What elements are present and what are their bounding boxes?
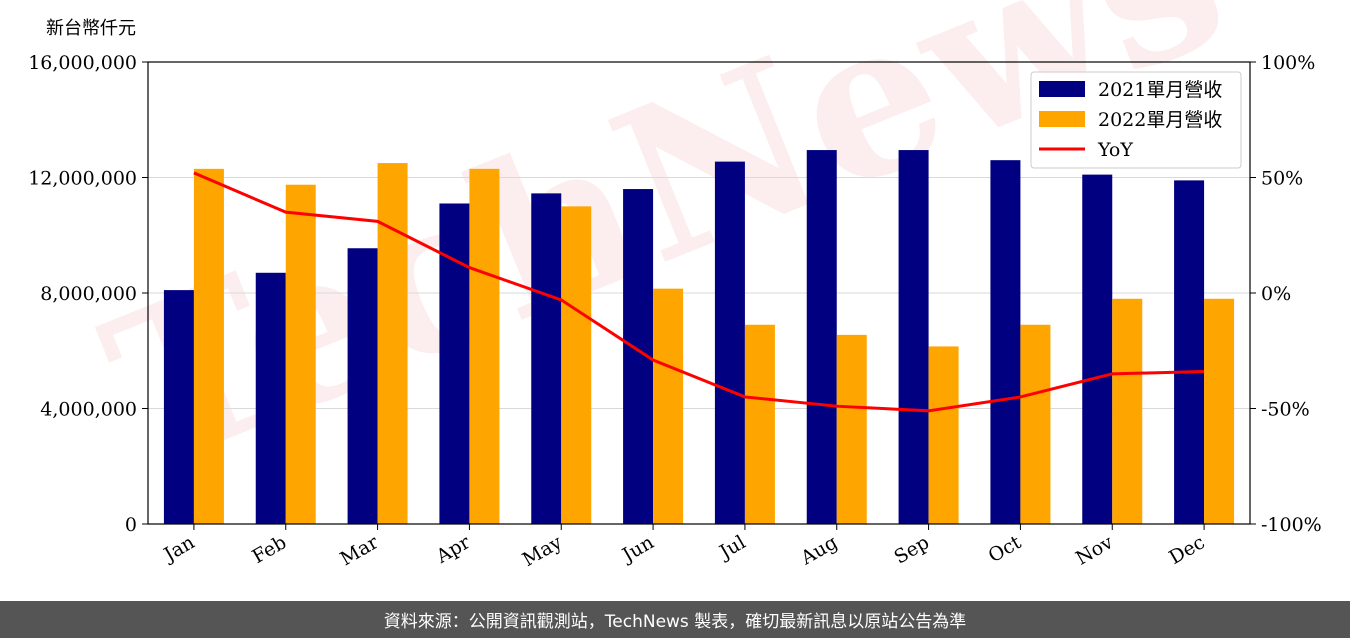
x-tick-label: Jun bbox=[617, 531, 658, 567]
bar-2022-aug bbox=[836, 334, 867, 524]
bar-2022-sep bbox=[928, 346, 959, 524]
left-tick-label: 4,000,000 bbox=[40, 399, 137, 421]
x-tick-label: Nov bbox=[1072, 531, 1117, 570]
bar-2022-jun bbox=[653, 288, 684, 524]
bar-2021-jan bbox=[163, 290, 194, 524]
bar-2022-oct bbox=[1020, 324, 1051, 524]
source-footer: 資料來源：公開資訊觀測站，TechNews 製表，確切最新訊息以原站公告為準 bbox=[0, 601, 1350, 638]
x-tick-label: Sep bbox=[891, 531, 934, 568]
left-tick-label: 12,000,000 bbox=[28, 168, 137, 190]
x-tick-label: Apr bbox=[432, 531, 475, 568]
x-tick-label: Feb bbox=[248, 531, 290, 568]
right-tick-label: 100% bbox=[1261, 52, 1315, 74]
bar-2022-mar bbox=[377, 163, 408, 524]
right-tick-label: -100% bbox=[1261, 514, 1322, 536]
x-tick-label: Jul bbox=[714, 531, 749, 564]
bar-2022-jan bbox=[193, 168, 224, 524]
yoy-line bbox=[193, 171, 1205, 413]
x-tick-label: Mar bbox=[337, 531, 383, 570]
bar-2022-nov bbox=[1112, 298, 1143, 524]
bar-2021-jul bbox=[714, 161, 745, 524]
bar-2022-jul bbox=[744, 324, 775, 524]
bar-2021-may bbox=[531, 193, 562, 524]
bar-2021-oct bbox=[990, 160, 1021, 525]
legend-label: 2021單月營收 bbox=[1098, 79, 1222, 101]
right-tick-label: 50% bbox=[1261, 168, 1303, 190]
bar-2021-feb bbox=[255, 272, 286, 524]
legend-swatch bbox=[1039, 111, 1085, 127]
legend-label: 2022單月營收 bbox=[1098, 109, 1222, 131]
x-tick-label: Dec bbox=[1165, 531, 1208, 569]
x-tick-label: Jan bbox=[159, 531, 199, 567]
x-tick-label: Aug bbox=[796, 531, 841, 570]
left-tick-label: 0 bbox=[125, 514, 137, 536]
bar-2022-apr bbox=[469, 168, 500, 524]
left-tick-label: 16,000,000 bbox=[28, 52, 137, 74]
legend-swatch bbox=[1039, 81, 1085, 97]
legend: 2021單月營收 2022單月營收 YoY bbox=[1030, 71, 1242, 169]
bars-group bbox=[163, 150, 1235, 525]
bar-2021-apr bbox=[439, 203, 470, 525]
y-axis-unit-label: 新台幣仟元 bbox=[46, 18, 136, 39]
right-tick-label: 0% bbox=[1261, 283, 1291, 305]
right-tick-label: -50% bbox=[1261, 399, 1310, 421]
bar-2021-aug bbox=[806, 150, 837, 524]
revenue-chart: TechNews 04,000,0008,000,00012,000,00016… bbox=[28, 0, 1322, 571]
bar-2022-feb bbox=[285, 184, 316, 524]
legend-label: YoY bbox=[1097, 139, 1133, 161]
bar-2021-nov bbox=[1082, 174, 1113, 525]
left-tick-label: 8,000,000 bbox=[40, 283, 137, 305]
bar-2021-dec bbox=[1174, 180, 1205, 524]
x-tick-label: Oct bbox=[985, 531, 1026, 567]
bar-2022-may bbox=[561, 206, 592, 524]
bar-2021-mar bbox=[347, 248, 378, 524]
bar-2022-dec bbox=[1204, 298, 1235, 524]
yoy-line-group bbox=[193, 171, 1205, 413]
bar-2021-sep bbox=[898, 150, 929, 524]
x-tick-label: May bbox=[519, 531, 566, 571]
